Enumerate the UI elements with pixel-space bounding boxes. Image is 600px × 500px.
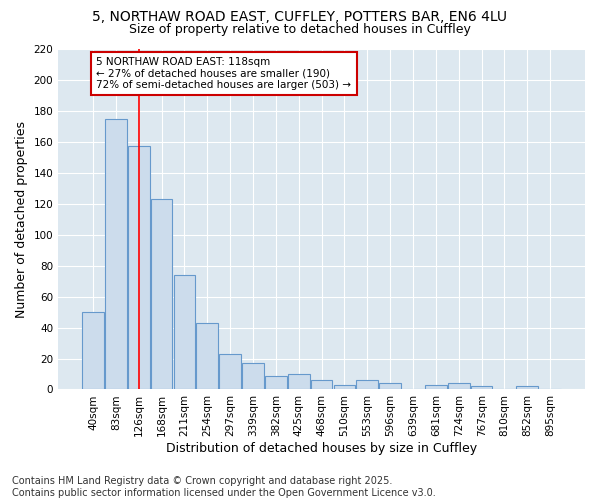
Bar [242,363,264,390]
Bar [265,376,287,390]
Bar [128,146,149,390]
Bar [517,386,538,390]
Text: Contains HM Land Registry data © Crown copyright and database right 2025.
Contai: Contains HM Land Registry data © Crown c… [12,476,436,498]
Bar [288,374,310,390]
Bar [448,384,470,390]
Bar [311,380,332,390]
X-axis label: Distribution of detached houses by size in Cuffley: Distribution of detached houses by size … [166,442,477,455]
Y-axis label: Number of detached properties: Number of detached properties [15,120,28,318]
Bar [334,385,355,390]
Text: 5 NORTHAW ROAD EAST: 118sqm
← 27% of detached houses are smaller (190)
72% of se: 5 NORTHAW ROAD EAST: 118sqm ← 27% of det… [97,56,352,90]
Bar [219,354,241,390]
Bar [82,312,104,390]
Bar [425,385,447,390]
Bar [105,118,127,390]
Bar [356,380,378,390]
Bar [151,199,172,390]
Text: 5, NORTHAW ROAD EAST, CUFFLEY, POTTERS BAR, EN6 4LU: 5, NORTHAW ROAD EAST, CUFFLEY, POTTERS B… [92,10,508,24]
Bar [173,275,195,390]
Bar [196,323,218,390]
Bar [471,386,493,390]
Text: Size of property relative to detached houses in Cuffley: Size of property relative to detached ho… [129,22,471,36]
Bar [379,384,401,390]
